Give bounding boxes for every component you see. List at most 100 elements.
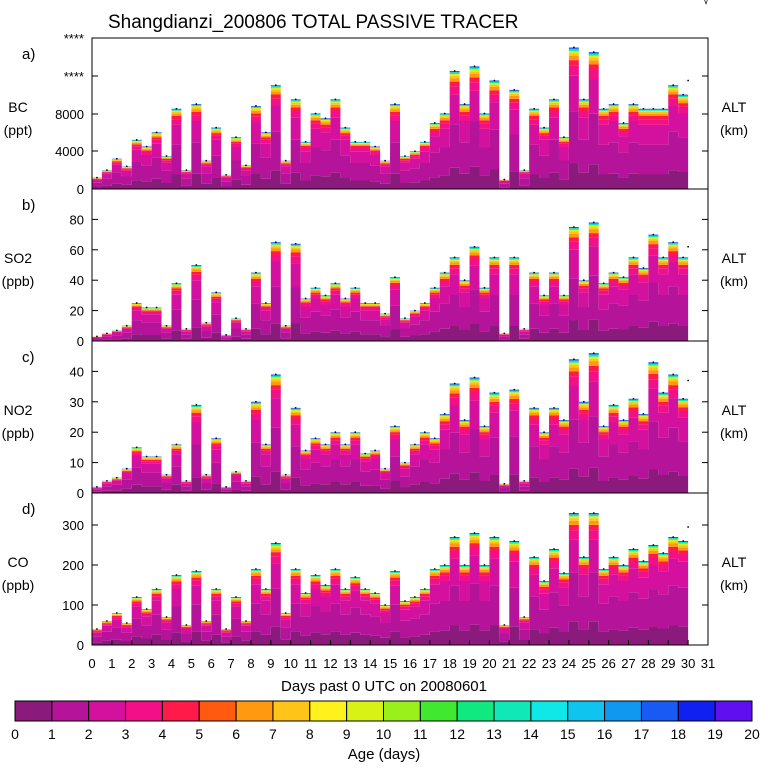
data-point (274, 84, 277, 87)
data-point (274, 241, 277, 244)
data-point (205, 159, 208, 162)
data-point (493, 79, 496, 82)
colorbar-tick-label: 8 (306, 726, 314, 742)
data-point (344, 588, 347, 590)
age-band-area-5 (92, 229, 689, 337)
data-point (145, 145, 148, 148)
x-tick-label: 7 (227, 656, 234, 671)
data-point (145, 455, 148, 458)
colorbar-swatch (493, 700, 532, 722)
data-point (185, 624, 188, 626)
data-point (404, 317, 406, 320)
data-point (374, 145, 377, 148)
right-axis-unit: (km) (720, 577, 748, 593)
panel-label: c) (22, 349, 35, 366)
data-point (115, 476, 118, 479)
data-point (334, 568, 337, 570)
colorbar-tick-label: 15 (560, 726, 576, 742)
data-point (553, 98, 555, 101)
colorbar-tick-label: 6 (232, 726, 240, 742)
right-axis-label: ALT (722, 99, 747, 115)
data-point (334, 98, 337, 101)
data-point (165, 324, 168, 327)
data-point (205, 620, 208, 622)
data-point (135, 446, 138, 449)
data-point (463, 279, 466, 282)
data-point (195, 570, 198, 572)
data-point (274, 542, 277, 544)
data-point (115, 329, 118, 332)
data-point (682, 256, 685, 259)
data-point (264, 131, 267, 134)
data-point (155, 455, 158, 458)
data-point (384, 312, 386, 315)
data-point (572, 46, 575, 49)
data-point (106, 332, 108, 335)
plot-frame (91, 492, 709, 646)
y-axis-label: SO2 (4, 250, 32, 266)
data-point (662, 552, 665, 554)
data-point (284, 159, 287, 162)
data-point (195, 403, 198, 406)
x-tick-label: 27 (621, 656, 635, 671)
data-point (553, 548, 555, 550)
data-point (245, 327, 247, 330)
age-band-area-5 (92, 520, 689, 631)
colorbar-swatch (419, 700, 458, 722)
panel-2: 0 20 40 60 80 b) SO2 (ppb) ALT (km) (2, 188, 748, 349)
panel-label: b) (22, 197, 35, 214)
age-band-area-4 (92, 524, 689, 632)
data-point (553, 406, 555, 409)
colorbar-swatch (383, 700, 421, 722)
data-point (513, 388, 516, 391)
y-tick-label: 80 (70, 212, 84, 227)
data-point (592, 352, 595, 355)
data-point (592, 221, 595, 224)
y-tick-label: 20 (70, 425, 84, 440)
x-tick-label: 25 (582, 656, 596, 671)
data-point (632, 256, 635, 259)
data-point (264, 443, 267, 446)
data-point (463, 419, 466, 421)
data-point (652, 361, 655, 364)
data-point (125, 467, 128, 470)
panels-group: 040008000********a)BC(ppt)ALT(km)0204060… (2, 31, 748, 653)
data-point (215, 291, 218, 294)
data-point (672, 536, 675, 538)
data-point (364, 588, 367, 590)
data-point (503, 624, 506, 626)
colorbar-swatch (456, 700, 495, 722)
data-point (483, 112, 486, 115)
data-point (553, 271, 555, 274)
data-point (652, 544, 655, 546)
data-point (354, 286, 357, 289)
data-point (433, 568, 436, 570)
x-tick-label: 1 (108, 656, 115, 671)
data-point (662, 256, 665, 259)
data-point (195, 264, 198, 266)
y-axis-unit: (ppb) (2, 273, 35, 289)
data-point (115, 612, 118, 614)
data-point (354, 431, 357, 434)
data-point (483, 425, 486, 428)
data-point (294, 406, 297, 409)
data-point (582, 400, 585, 403)
data-point (423, 588, 426, 590)
panel-4: 0 100 200 300 d) CO (ppb) ALT (km) (2, 492, 748, 653)
colorbar-swatch (604, 700, 642, 722)
data-point (433, 122, 436, 124)
colorbar-swatch (272, 700, 311, 722)
data-point (115, 157, 118, 160)
right-axis-label: ALT (722, 554, 747, 570)
age-band-area-0 (92, 467, 689, 493)
data-point (294, 568, 297, 570)
y-tick-label: 100 (62, 598, 84, 613)
x-tick-label: 20 (482, 656, 496, 671)
x-tick-label: 17 (423, 656, 437, 671)
data-point (135, 596, 138, 598)
data-point (592, 512, 595, 514)
data-point (612, 103, 615, 105)
data-point (622, 564, 625, 566)
data-point (642, 413, 645, 415)
age-band-area-7 (92, 356, 689, 488)
